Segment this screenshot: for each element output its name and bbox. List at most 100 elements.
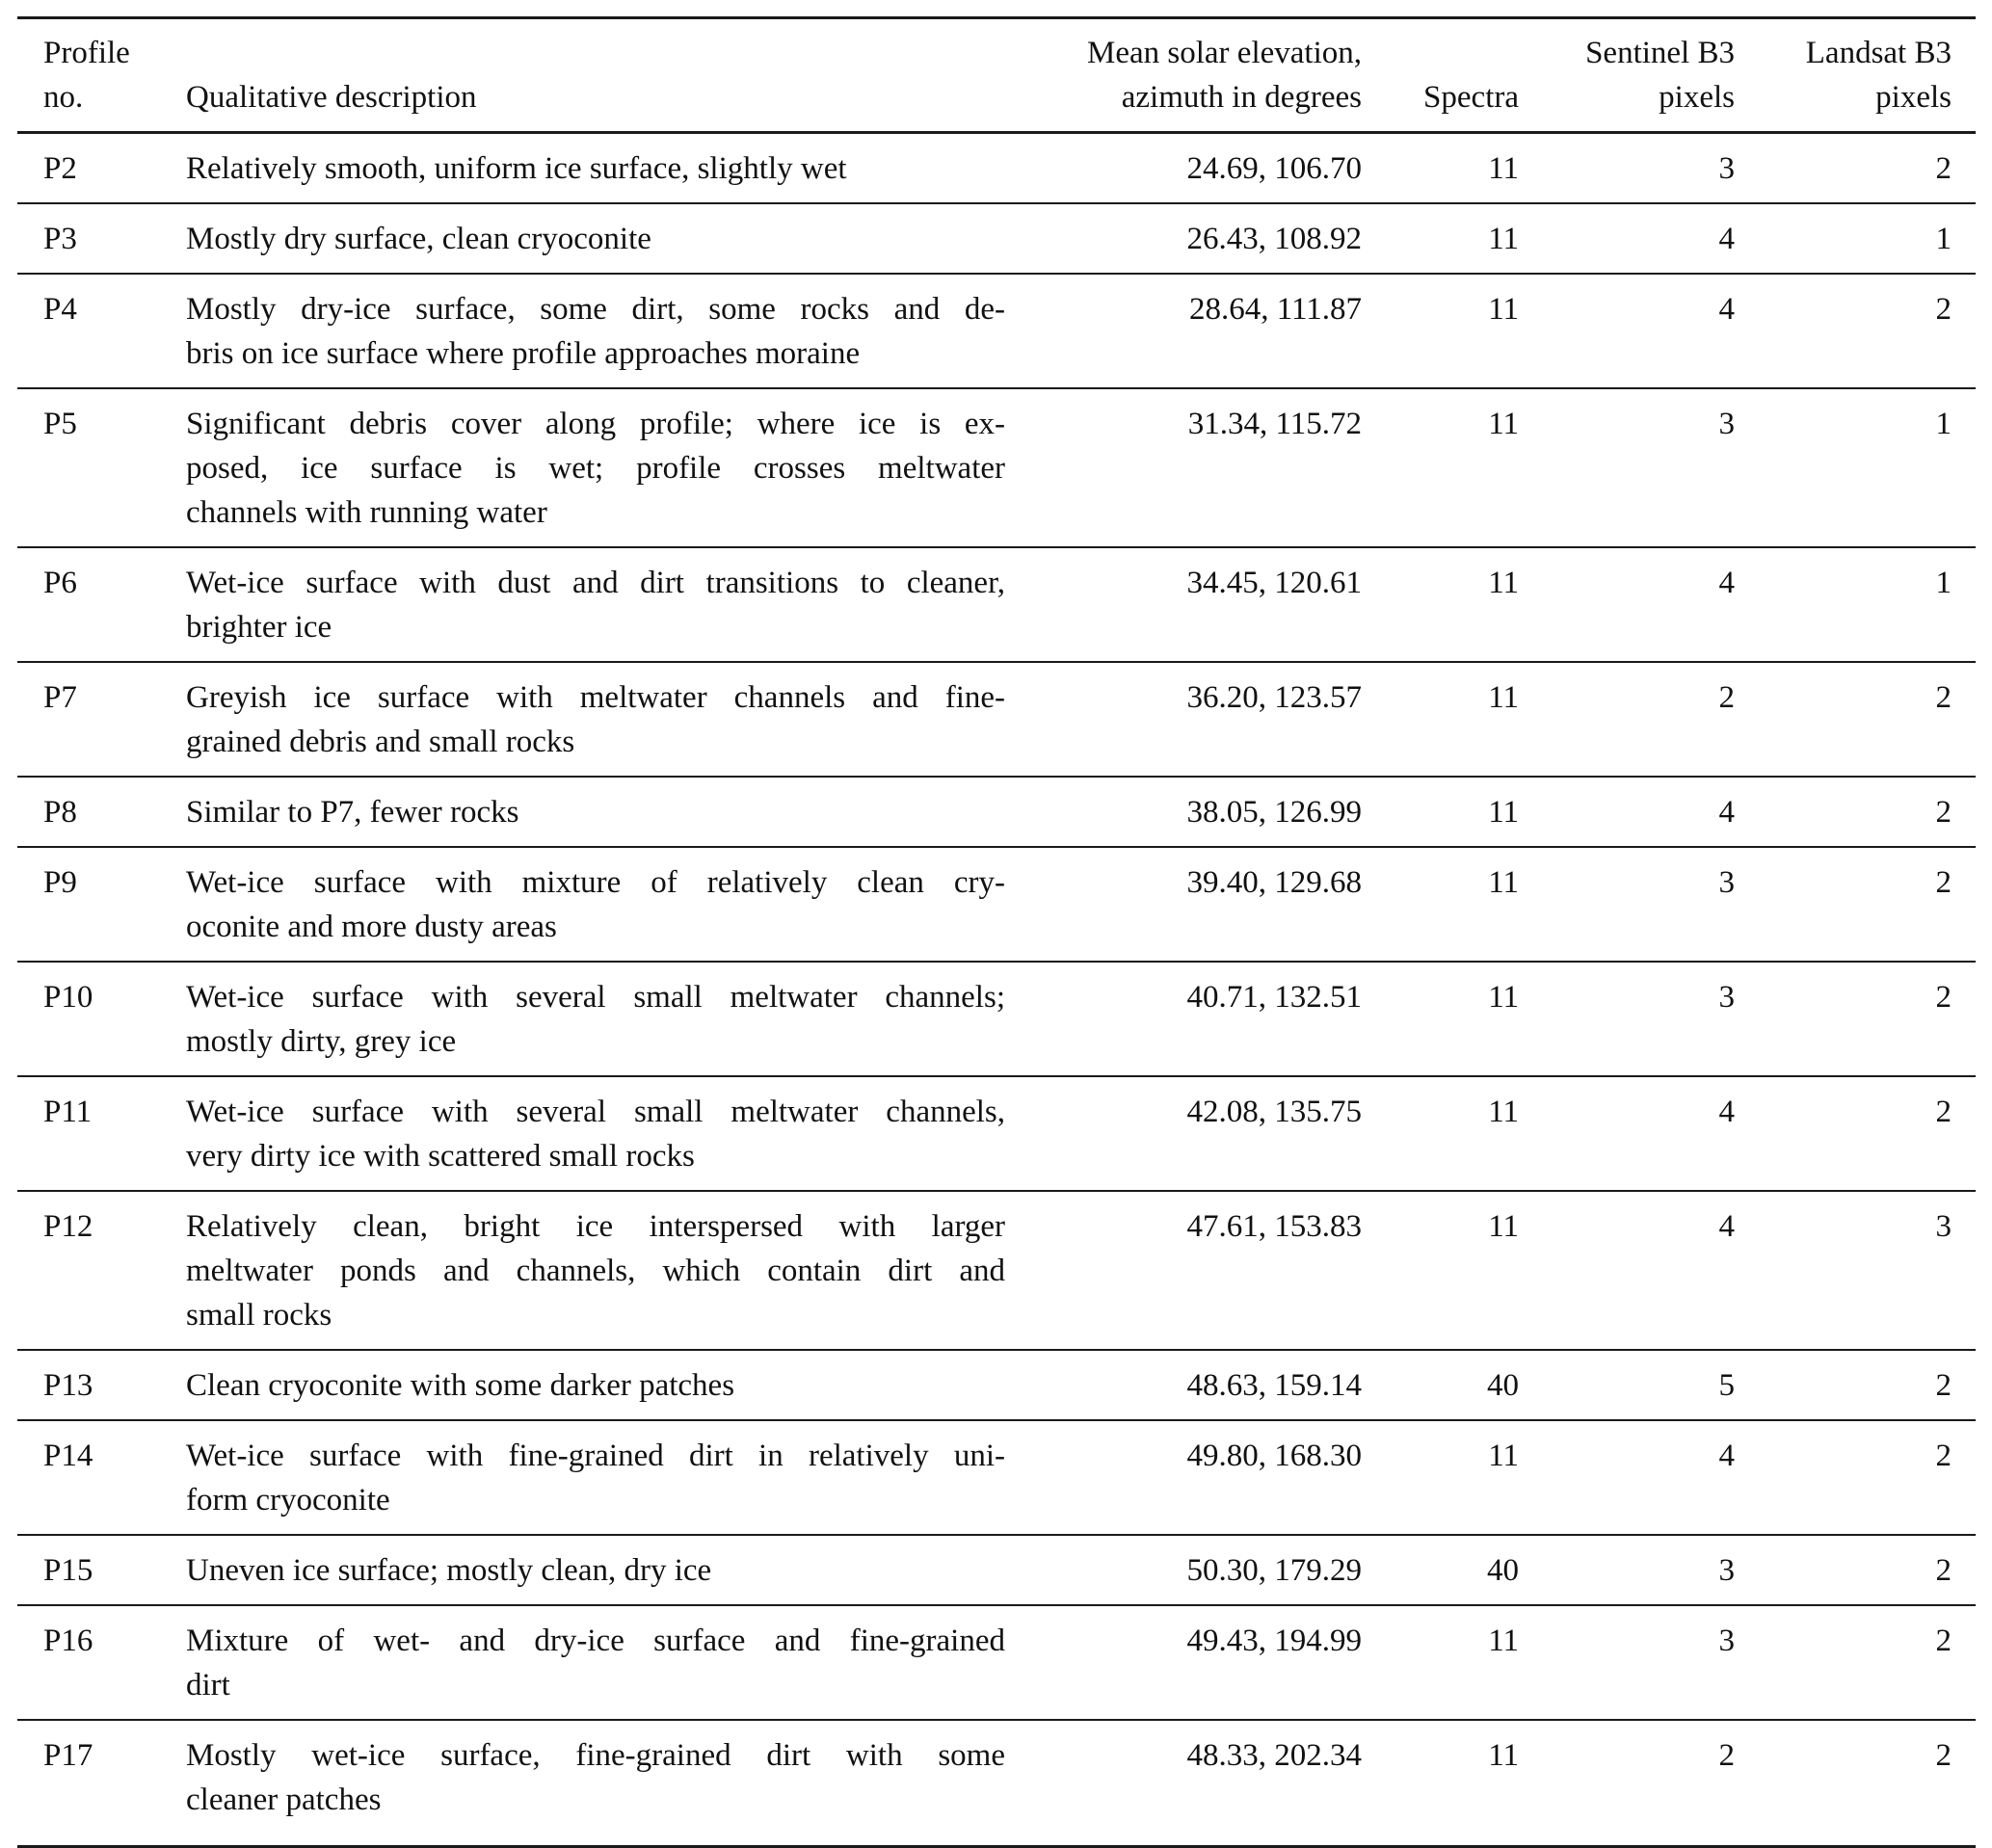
cell-profile-no: P12 bbox=[43, 1209, 93, 1244]
cell-spectra: 11 bbox=[1488, 680, 1519, 715]
cell-profile-no: P4 bbox=[43, 292, 77, 327]
cell-profile-no: P14 bbox=[43, 1439, 93, 1473]
cell-profile-no: P6 bbox=[43, 566, 77, 600]
cell-sentinel-b3-pixels: 5 bbox=[1718, 1368, 1736, 1403]
cell-qualitative-description: Mixture of wet- and dry-ice surface and … bbox=[186, 1619, 1005, 1707]
cell-spectra: 11 bbox=[1488, 151, 1519, 186]
profiles-table: Profile no. Qualitative description Mean so… bbox=[17, 16, 1976, 1848]
cell-spectra: 11 bbox=[1488, 1439, 1519, 1473]
cell-sentinel-b3-pixels: 3 bbox=[1718, 407, 1736, 441]
cell-elevation-azimuth: 42.08, 135.75 bbox=[1186, 1095, 1363, 1129]
table-row-p16: P16 Mixture of wet- and dry-ice surface a… bbox=[17, 1606, 1976, 1721]
table-row-p2: P2 Relatively smooth, uniform ice surface… bbox=[17, 134, 1976, 204]
cell-landsat-b3-pixels: 1 bbox=[1935, 566, 1952, 600]
description-line: Wet-ice surface with mixture of relative… bbox=[186, 865, 1005, 900]
cell-elevation-azimuth: 31.34, 115.72 bbox=[1187, 407, 1362, 441]
table-row-p5: P5 Significant debris cover along profile… bbox=[17, 389, 1976, 548]
description-line: Significant debris cover along profile; … bbox=[186, 407, 1005, 441]
table-row-p6: P6 Wet-ice surface with dust and dirt tra… bbox=[17, 548, 1976, 663]
description-line: Relatively smooth, uniform ice surface, … bbox=[186, 151, 847, 186]
header-label-landsat-pixels-line1: Landsat B3 bbox=[1805, 36, 1952, 70]
description-line: oconite and more dusty areas bbox=[186, 910, 557, 944]
cell-spectra: 11 bbox=[1488, 566, 1519, 600]
cell-profile-no: P10 bbox=[43, 980, 93, 1015]
description-line: Mostly dry surface, clean cryoconite bbox=[186, 222, 651, 256]
cell-qualitative-description: Relatively smooth, uniform ice surface, … bbox=[186, 146, 1005, 191]
cell-qualitative-description: Relatively clean, bright ice intersperse… bbox=[186, 1204, 1005, 1337]
cell-sentinel-b3-pixels: 3 bbox=[1718, 1553, 1736, 1588]
cell-elevation-azimuth: 39.40, 129.68 bbox=[1186, 865, 1363, 900]
header-cell-elevation-azimuth: Mean solar elevation, azimuth in degrees bbox=[1005, 31, 1362, 119]
description-line: meltwater ponds and channels, which cont… bbox=[186, 1254, 1005, 1288]
cell-profile-no: P17 bbox=[43, 1738, 93, 1773]
description-line: Wet-ice surface with fine-grained dirt i… bbox=[186, 1439, 1005, 1473]
cell-landsat-b3-pixels: 2 bbox=[1935, 1368, 1952, 1403]
cell-sentinel-b3-pixels: 4 bbox=[1718, 222, 1736, 256]
cell-profile-no: P5 bbox=[43, 407, 77, 441]
description-line: Uneven ice surface; mostly clean, dry ic… bbox=[186, 1553, 712, 1588]
cell-spectra: 11 bbox=[1488, 795, 1519, 830]
header-label-spectra: Spectra bbox=[1423, 80, 1519, 115]
cell-elevation-azimuth: 50.30, 179.29 bbox=[1186, 1553, 1363, 1588]
cell-elevation-azimuth: 36.20, 123.57 bbox=[1186, 680, 1363, 715]
header-label-landsat-pixels-line2: pixels bbox=[1875, 80, 1952, 115]
description-line: cleaner patches bbox=[186, 1782, 382, 1817]
cell-sentinel-b3-pixels: 4 bbox=[1718, 795, 1736, 830]
cell-profile-no: P7 bbox=[43, 680, 77, 715]
description-line: small rocks bbox=[186, 1298, 332, 1333]
cell-qualitative-description: Wet-ice surface with several small meltw… bbox=[186, 1090, 1005, 1178]
cell-qualitative-description: Clean cryoconite with some darker patche… bbox=[186, 1363, 1005, 1408]
cell-profile-no: P3 bbox=[43, 222, 77, 256]
cell-profile-no: P13 bbox=[43, 1368, 93, 1403]
cell-landsat-b3-pixels: 1 bbox=[1935, 222, 1952, 256]
cell-qualitative-description: Wet-ice surface with several small meltw… bbox=[186, 975, 1005, 1064]
description-line: very dirty ice with scattered small rock… bbox=[186, 1139, 695, 1174]
header-label-profile-line1: Profile bbox=[43, 36, 130, 70]
cell-qualitative-description: Significant debris cover along profile; … bbox=[186, 402, 1005, 535]
cell-elevation-azimuth: 48.63, 159.14 bbox=[1186, 1368, 1363, 1403]
cell-landsat-b3-pixels: 3 bbox=[1935, 1209, 1952, 1244]
cell-profile-no: P9 bbox=[43, 865, 77, 900]
cell-spectra: 11 bbox=[1488, 407, 1519, 441]
header-label-elevation-azimuth-line2: azimuth in degrees bbox=[1121, 80, 1362, 115]
cell-elevation-azimuth: 47.61, 153.83 bbox=[1186, 1209, 1363, 1244]
cell-landsat-b3-pixels: 2 bbox=[1935, 865, 1952, 900]
table-row-p15: P15 Uneven ice surface; mostly clean, dry… bbox=[17, 1536, 1976, 1606]
cell-landsat-b3-pixels: 2 bbox=[1935, 1439, 1952, 1473]
description-line: Relatively clean, bright ice intersperse… bbox=[186, 1209, 1005, 1244]
header-label-sentinel-pixels-line2: pixels bbox=[1659, 80, 1735, 115]
cell-profile-no: P2 bbox=[43, 151, 77, 186]
description-line: Mostly wet-ice surface, fine-grained dir… bbox=[186, 1738, 1005, 1773]
cell-sentinel-b3-pixels: 4 bbox=[1718, 566, 1736, 600]
table-row-p4: P4 Mostly dry-ice surface, some dirt, som… bbox=[17, 275, 1976, 389]
cell-sentinel-b3-pixels: 2 bbox=[1718, 1738, 1736, 1773]
cell-sentinel-b3-pixels: 4 bbox=[1718, 1439, 1736, 1473]
description-line: Wet-ice surface with several small meltw… bbox=[186, 1095, 1005, 1129]
header-label-sentinel-pixels-line1: Sentinel B3 bbox=[1585, 36, 1735, 70]
cell-elevation-azimuth: 28.64, 111.87 bbox=[1188, 292, 1362, 327]
description-line: posed, ice surface is wet; profile cross… bbox=[186, 451, 1005, 486]
cell-spectra: 11 bbox=[1488, 865, 1519, 900]
cell-qualitative-description: Wet-ice surface with mixture of relative… bbox=[186, 860, 1005, 949]
description-line: mostly dirty, grey ice bbox=[186, 1024, 457, 1059]
description-line: dirt bbox=[186, 1668, 230, 1703]
cell-spectra: 11 bbox=[1488, 1209, 1519, 1244]
description-line: Similar to P7, fewer rocks bbox=[186, 795, 519, 830]
description-line: Clean cryoconite with some darker patche… bbox=[186, 1368, 735, 1403]
cell-elevation-azimuth: 49.43, 194.99 bbox=[1186, 1624, 1363, 1658]
header-cell-spectra: Spectra bbox=[1362, 75, 1519, 119]
cell-profile-no: P8 bbox=[43, 795, 77, 830]
cell-spectra: 11 bbox=[1488, 1738, 1519, 1773]
cell-elevation-azimuth: 38.05, 126.99 bbox=[1186, 795, 1363, 830]
table-row-p17: P17 Mostly wet-ice surface, fine-grained … bbox=[17, 1721, 1976, 1848]
cell-landsat-b3-pixels: 2 bbox=[1935, 980, 1952, 1015]
cell-qualitative-description: Wet-ice surface with fine-grained dirt i… bbox=[186, 1434, 1005, 1522]
cell-spectra: 40 bbox=[1487, 1368, 1519, 1403]
table-row-p10: P10 Wet-ice surface with several small me… bbox=[17, 963, 1976, 1077]
description-line: brighter ice bbox=[186, 610, 332, 645]
description-line: grained debris and small rocks bbox=[186, 725, 575, 759]
header-cell-description: Qualitative description bbox=[186, 75, 1005, 119]
cell-qualitative-description: Greyish ice surface with meltwater chann… bbox=[186, 675, 1005, 764]
cell-sentinel-b3-pixels: 2 bbox=[1718, 680, 1736, 715]
cell-elevation-azimuth: 26.43, 108.92 bbox=[1186, 222, 1363, 256]
